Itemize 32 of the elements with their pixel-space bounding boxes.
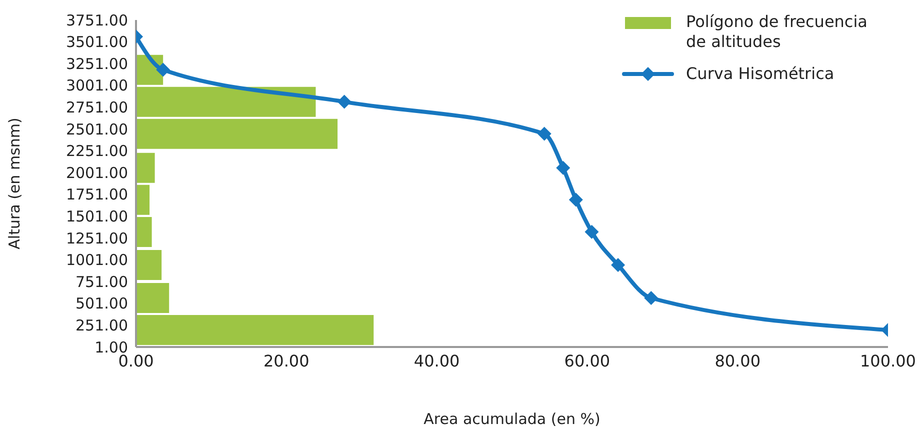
y-tick-label: 2001.00 (66, 164, 128, 182)
x-tick-label: 40.00 (414, 351, 460, 370)
x-tick-label: 80.00 (714, 351, 761, 370)
bar (136, 216, 152, 247)
y-tick-label: 2251.00 (66, 142, 128, 160)
x-tick-label: 20.00 (263, 351, 310, 370)
y-tick-label: 751.00 (76, 272, 128, 291)
bar (136, 250, 162, 280)
y-tick-label: 1001.00 (66, 251, 128, 270)
y-tick-label: 2751.00 (66, 98, 128, 117)
y-tick-label: 3751.00 (66, 11, 128, 30)
bar (136, 152, 155, 183)
y-tick-label: 1251.00 (66, 229, 128, 248)
x-axis-title: Area acumulada (en %) (424, 410, 600, 428)
bar (136, 86, 316, 117)
bar (136, 118, 338, 149)
y-tick-label: 3251.00 (66, 54, 128, 73)
bar (136, 283, 170, 314)
y-tick-label: 3501.00 (66, 33, 128, 52)
y-tick-label: 251.00 (76, 316, 128, 335)
x-tick-label: 60.00 (564, 351, 610, 370)
y-axis-title: Altura (en msnm) (5, 118, 24, 250)
y-tick-label: 1751.00 (66, 186, 128, 204)
y-tick-label: 2501.00 (66, 120, 128, 138)
y-tick-label: 501.00 (76, 294, 128, 313)
x-tick-label: 100.00 (860, 351, 916, 370)
bar (136, 315, 374, 346)
y-tick-label: 1501.00 (66, 208, 128, 226)
legend-label: Curva Hisométrica (686, 64, 834, 84)
bar (136, 184, 150, 215)
legend-label: Polígono de frecuencia de altitudes (686, 12, 868, 52)
y-tick-label: 3001.00 (66, 76, 128, 95)
